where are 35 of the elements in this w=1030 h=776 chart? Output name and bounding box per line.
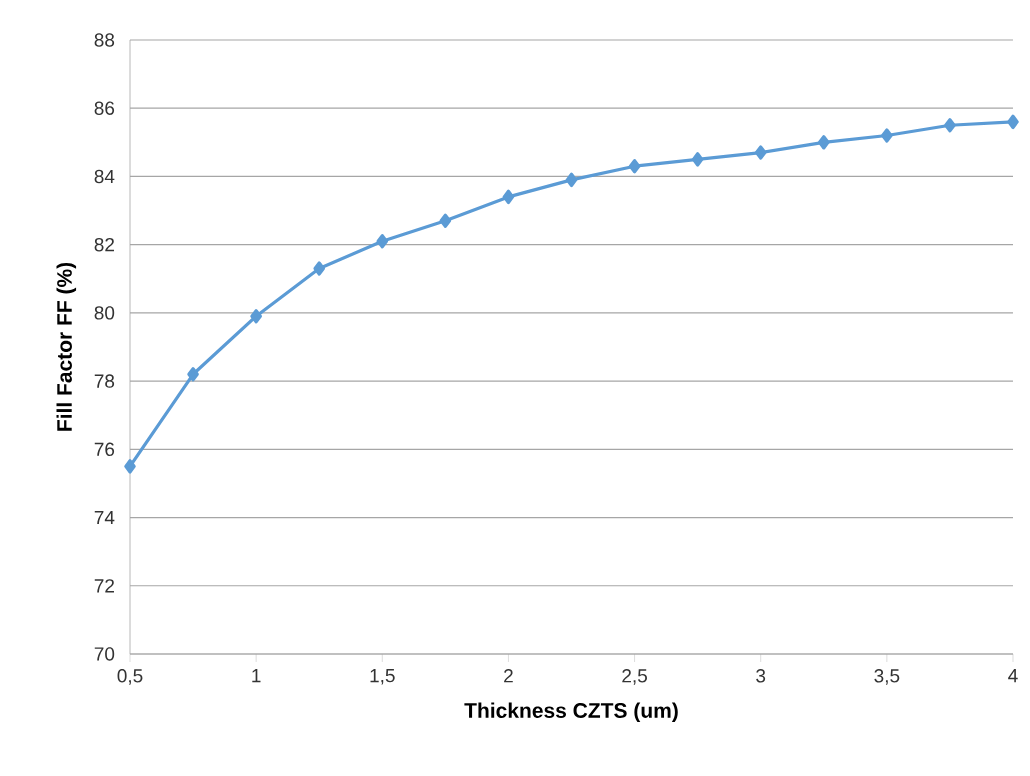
y-tick-label: 84 — [94, 169, 115, 184]
point — [817, 135, 830, 150]
point — [376, 234, 389, 249]
y-tick-label: 76 — [94, 442, 115, 457]
x-tick-label: 1,5 — [370, 669, 395, 685]
x-tick-label: 2,5 — [622, 669, 647, 685]
point — [502, 189, 515, 205]
y-tick-label: 88 — [94, 33, 115, 47]
x-tick-label: 0,5 — [117, 669, 143, 685]
point — [250, 309, 262, 324]
y-tick-label: 72 — [94, 579, 114, 593]
point — [565, 172, 578, 188]
point — [187, 367, 199, 382]
point — [313, 261, 326, 276]
point — [944, 118, 956, 133]
x-tick-label: 3,5 — [874, 669, 900, 685]
point — [691, 152, 704, 167]
y-tick-label: 78 — [94, 374, 115, 388]
point — [439, 213, 452, 228]
x-axis-title: Thickness CZTS (um) — [464, 702, 678, 723]
x-tick-label: 3 — [756, 669, 766, 683]
x-tick-label: 2 — [504, 669, 513, 683]
y-tick-label: 86 — [94, 101, 115, 115]
y-axis-title: Fill Factor FF (%) — [56, 262, 77, 431]
y-tick-label: 70 — [94, 647, 115, 661]
x-tick-label: 1 — [252, 669, 261, 683]
point — [881, 128, 893, 143]
point — [628, 159, 641, 174]
point — [124, 459, 136, 474]
point — [1007, 114, 1019, 130]
y-tick-label: 82 — [94, 237, 114, 252]
x-tick-label: 4 — [1008, 669, 1018, 683]
y-tick-label: 74 — [94, 511, 115, 525]
point — [754, 145, 767, 160]
y-tick-label: 80 — [94, 306, 115, 320]
